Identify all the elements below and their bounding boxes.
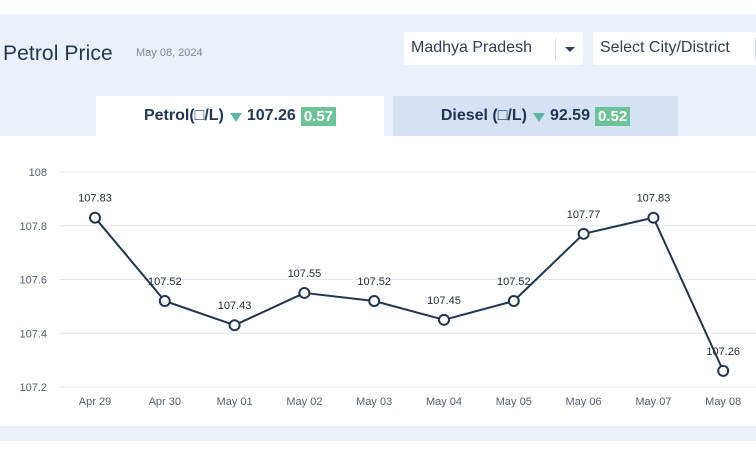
chart-panel: 107.2 107.4 107.6 107.8 108 Apr 29 Apr 30 May 0… (0, 136, 756, 426)
tab-petrol[interactable]: Petrol(□/L) 107.26 0.57 (96, 96, 384, 136)
data-point (438, 313, 450, 326)
data-label: 107.52 (497, 276, 531, 288)
page-title: Petrol Price (3, 42, 113, 65)
x-tick-label: May 05 (496, 396, 532, 408)
x-tick-label: May 04 (426, 396, 462, 408)
chevron-down-icon (565, 47, 575, 52)
tab-diesel[interactable]: Diesel (□/L) 92.59 0.52 (393, 96, 678, 136)
x-tick-label: Apr 30 (149, 396, 181, 408)
data-label: 107.83 (637, 193, 671, 205)
x-tick-label: May 03 (356, 396, 392, 408)
data-point (647, 211, 660, 224)
tab-petrol-label: Petrol(□/L) (143, 107, 224, 124)
data-point (89, 211, 101, 224)
data-point (158, 295, 171, 307)
x-tick-label: May 02 (286, 396, 322, 408)
data-label: 107.83 (78, 193, 112, 205)
x-tick-label: May 07 (635, 396, 671, 408)
data-label: 107.52 (148, 276, 182, 288)
data-point (717, 364, 730, 377)
y-tick-label: 107.4 (19, 328, 47, 340)
city-select-placeholder: Select City/District (600, 39, 730, 56)
state-select-value: Madhya Pradesh (411, 39, 532, 56)
arrow-down-icon (532, 112, 545, 122)
data-point (368, 295, 381, 307)
y-tick-label: 108 (29, 167, 47, 179)
y-tick-label: 107.2 (19, 382, 47, 394)
price-series-line (94, 216, 725, 372)
tab-diesel-label: Diesel (□/L) (440, 107, 527, 124)
data-point (298, 286, 311, 299)
x-tick-label: May 06 (566, 396, 602, 408)
data-point (228, 319, 241, 332)
tab-petrol-price: 107.26 (246, 107, 296, 124)
tab-diesel-change-badge: 0.52 (594, 106, 631, 126)
data-label: 107.77 (567, 209, 601, 221)
city-select[interactable]: Select City/District (593, 32, 756, 65)
x-tick-label: May 08 (705, 396, 741, 408)
x-tick-label: May 01 (217, 396, 253, 408)
state-select[interactable]: Madhya Pradesh (404, 32, 583, 65)
select-divider (555, 38, 556, 60)
page-date: May 08, 2024 (136, 47, 203, 59)
data-point (577, 227, 590, 240)
y-tick-label: 107.8 (19, 221, 47, 233)
data-label: 107.43 (218, 300, 252, 312)
tab-diesel-price: 92.59 (549, 107, 590, 124)
y-tick-label: 107.6 (19, 275, 47, 287)
price-line-chart: 107.2 107.4 107.6 107.8 108 Apr 29 Apr 30 May 0… (19, 167, 756, 408)
tab-petrol-change-badge: 0.57 (300, 106, 337, 126)
data-label: 107.26 (706, 346, 740, 358)
data-label: 107.55 (288, 268, 322, 280)
data-label: 107.45 (427, 295, 461, 307)
arrow-down-icon (229, 112, 242, 122)
x-tick-label: Apr 29 (79, 396, 111, 408)
data-label: 107.52 (357, 276, 391, 288)
data-point (507, 295, 520, 307)
